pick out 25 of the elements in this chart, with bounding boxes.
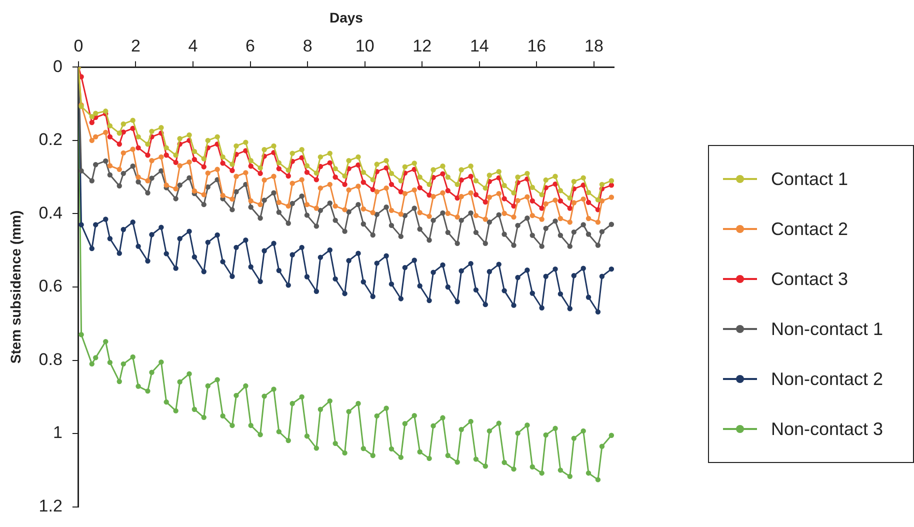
y-tick-label: 1.2 xyxy=(38,496,62,516)
x-tick-label: 4 xyxy=(188,36,198,56)
x-axis-title: Days xyxy=(329,9,364,26)
x-tick-label: 14 xyxy=(470,36,489,56)
legend-label: Contact 3 xyxy=(771,268,848,290)
y-tick-label: 0.8 xyxy=(38,350,62,369)
x-tick-label: 18 xyxy=(584,36,604,56)
legend-label: Non-contact 1 xyxy=(771,318,884,340)
x-tick-label: 16 xyxy=(527,36,546,56)
legend-label: Contact 1 xyxy=(771,168,848,190)
y-axis-title: Stem subsidence (mm) xyxy=(7,210,24,364)
x-tick-label: 0 xyxy=(74,36,84,56)
y-tick-label: 1 xyxy=(52,423,62,442)
x-tick-label: 8 xyxy=(302,36,312,56)
y-tick-label: 0 xyxy=(52,56,62,76)
x-tick-label: 12 xyxy=(412,36,432,56)
x-tick-label: 6 xyxy=(246,36,256,56)
x-tick-label: 2 xyxy=(130,36,140,56)
legend-label: Non-contact 2 xyxy=(771,368,884,390)
legend-label: Contact 2 xyxy=(771,218,848,240)
y-tick-label: 0.4 xyxy=(38,203,62,222)
y-tick-label: 0.2 xyxy=(38,130,62,150)
y-tick-label: 0.6 xyxy=(38,276,62,296)
x-tick-label: 10 xyxy=(355,36,374,56)
legend-label: Non-contact 3 xyxy=(771,418,884,440)
